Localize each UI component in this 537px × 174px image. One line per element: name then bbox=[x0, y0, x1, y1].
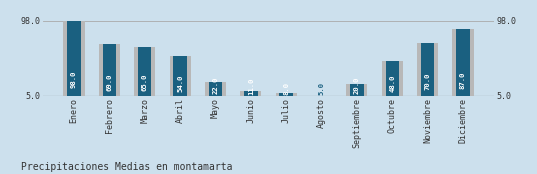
Text: 65.0: 65.0 bbox=[142, 73, 148, 91]
Text: 69.0: 69.0 bbox=[106, 73, 112, 90]
Text: 22.0: 22.0 bbox=[213, 77, 219, 94]
Text: 87.0: 87.0 bbox=[460, 72, 466, 89]
Bar bbox=[138, 47, 151, 96]
Bar bbox=[63, 21, 85, 96]
Bar bbox=[350, 84, 364, 96]
Bar bbox=[240, 91, 262, 96]
Bar bbox=[452, 29, 474, 96]
Bar bbox=[456, 29, 470, 96]
Text: Precipitaciones Medias en montamarta: Precipitaciones Medias en montamarta bbox=[21, 162, 233, 172]
Bar bbox=[386, 61, 399, 96]
Text: 20.0: 20.0 bbox=[354, 77, 360, 94]
Bar bbox=[417, 43, 438, 96]
Bar bbox=[346, 84, 367, 96]
Bar bbox=[67, 21, 81, 96]
Text: 8.0: 8.0 bbox=[283, 82, 289, 95]
Text: 48.0: 48.0 bbox=[389, 75, 395, 92]
Bar bbox=[279, 93, 293, 96]
Text: 70.0: 70.0 bbox=[425, 73, 431, 90]
Bar bbox=[244, 91, 258, 96]
Bar bbox=[134, 47, 155, 96]
Bar bbox=[205, 82, 226, 96]
Text: 98.0: 98.0 bbox=[71, 71, 77, 88]
Bar bbox=[99, 44, 120, 96]
Bar bbox=[103, 44, 116, 96]
Text: 5.0: 5.0 bbox=[318, 82, 324, 96]
Bar bbox=[173, 56, 187, 96]
Text: 11.0: 11.0 bbox=[248, 77, 254, 95]
Text: 54.0: 54.0 bbox=[177, 74, 183, 92]
Bar bbox=[382, 61, 403, 96]
Bar bbox=[421, 43, 434, 96]
Bar bbox=[170, 56, 191, 96]
Bar bbox=[275, 93, 297, 96]
Bar bbox=[209, 82, 222, 96]
